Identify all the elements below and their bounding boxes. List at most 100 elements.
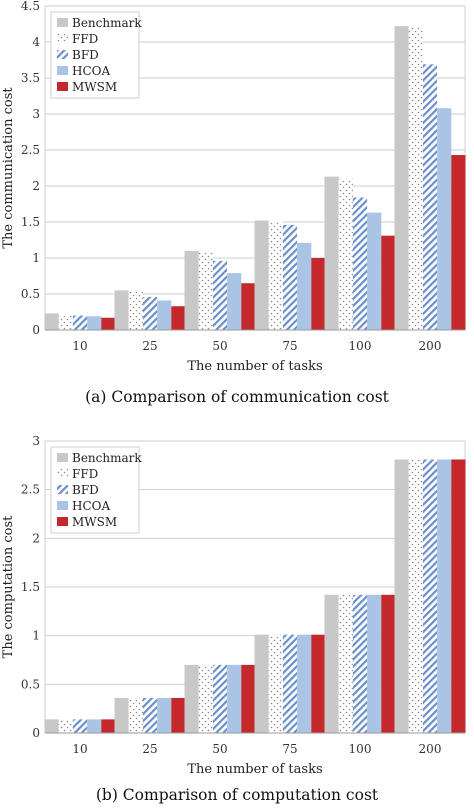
y-axis-label: The communication cost	[1, 87, 16, 249]
bar-mwsm-50	[241, 664, 256, 733]
y-tick-label: 1	[32, 629, 40, 643]
x-axis-label: The number of tasks	[187, 359, 322, 374]
figure-caption: (b) Comparison of computation cost	[96, 786, 379, 804]
legend-label-bfd: BFD	[72, 483, 99, 497]
bar-benchmark-75	[254, 634, 269, 733]
bar-hcoa-100	[367, 594, 382, 733]
y-tick-label: 2.5	[21, 483, 40, 497]
bar-ffd-50	[198, 252, 213, 330]
legend-label-mwsm: MWSM	[72, 80, 117, 94]
y-tick-label: 1	[32, 251, 40, 265]
y-tick-label: 3	[32, 434, 40, 448]
bar-mwsm-25	[171, 306, 186, 330]
bar-benchmark-200	[394, 26, 409, 330]
bar-ffd-75	[268, 221, 283, 330]
x-tick-label: 200	[419, 339, 442, 353]
bar-ffd-200	[408, 459, 423, 733]
bar-bfd-25	[142, 697, 158, 733]
y-tick-label: 4	[32, 35, 40, 49]
legend-swatch-mwsm	[57, 82, 68, 91]
bar-ffd-75	[268, 634, 283, 733]
bar-bfd-25	[142, 296, 158, 330]
legend-swatch-benchmark	[57, 453, 68, 462]
bar-ffd-200	[408, 26, 423, 330]
x-tick-label: 75	[282, 339, 297, 353]
x-tick-label: 10	[72, 339, 87, 353]
legend-swatch-ffd	[57, 469, 68, 478]
bar-bfd-50	[212, 664, 228, 733]
legend-swatch-ffd	[57, 34, 68, 43]
bar-benchmark-100	[324, 176, 339, 330]
bar-benchmark-10	[44, 719, 59, 733]
bar-mwsm-25	[171, 697, 186, 733]
y-tick-label: 1.5	[21, 580, 40, 594]
x-axis-label: The number of tasks	[187, 762, 322, 777]
bar-bfd-10	[72, 315, 88, 330]
legend-swatch-mwsm	[57, 517, 68, 526]
bar-hcoa-25	[157, 697, 172, 733]
bar-mwsm-100	[381, 235, 396, 330]
y-tick-label: 0.5	[21, 287, 40, 301]
x-tick-label: 75	[282, 742, 297, 756]
bar-ffd-100	[338, 178, 353, 330]
bar-mwsm-200	[451, 459, 466, 733]
bar-benchmark-75	[254, 220, 269, 330]
bar-benchmark-50	[184, 250, 199, 330]
x-tick-label: 50	[212, 742, 227, 756]
legend-label-bfd: BFD	[72, 48, 99, 62]
legend-swatch-benchmark	[57, 18, 68, 27]
y-tick-label: 2.5	[21, 143, 40, 157]
bar-bfd-100	[352, 197, 368, 330]
bar-benchmark-200	[394, 459, 409, 733]
bar-bfd-200	[422, 459, 438, 733]
bar-hcoa-25	[157, 300, 172, 330]
figure-caption: (a) Comparison of communication cost	[85, 388, 390, 406]
bar-mwsm-10	[101, 719, 116, 733]
bar-mwsm-100	[381, 594, 396, 733]
bar-hcoa-10	[87, 719, 102, 733]
bar-ffd-10	[58, 719, 73, 733]
bar-mwsm-75	[311, 258, 326, 330]
legend-label-benchmark: Benchmark	[72, 16, 142, 30]
x-tick-label: 200	[419, 742, 442, 756]
y-tick-label: 3.5	[21, 71, 40, 85]
bar-hcoa-100	[367, 212, 382, 330]
bar-benchmark-10	[44, 313, 59, 330]
legend-label-ffd: FFD	[72, 32, 98, 46]
legend-swatch-bfd	[57, 485, 68, 494]
y-tick-label: 3	[32, 107, 40, 121]
bar-ffd-25	[128, 697, 143, 733]
legend-label-mwsm: MWSM	[72, 515, 117, 529]
bar-hcoa-50	[227, 664, 242, 733]
bar-hcoa-10	[87, 316, 102, 330]
bar-bfd-50	[212, 260, 228, 330]
legend: Benchmark FFD BFD HCOA MWSM	[50, 446, 142, 534]
bar-bfd-10	[72, 719, 88, 733]
bar-benchmark-50	[184, 664, 199, 733]
bar-ffd-25	[128, 291, 143, 330]
bar-ffd-10	[58, 314, 73, 330]
x-tick-label: 25	[142, 742, 157, 756]
legend: Benchmark FFD BFD HCOA MWSM	[50, 11, 142, 99]
x-tick-label: 25	[142, 339, 157, 353]
bar-hcoa-75	[297, 242, 312, 330]
x-tick-label: 100	[349, 742, 372, 756]
y-tick-label: 0	[32, 726, 40, 740]
bar-mwsm-75	[311, 634, 326, 733]
computation-cost-chart: 0 0.5 1 1.5 2 2.5 3 10 25 50 75 100 200 The number of…	[1, 434, 466, 804]
x-tick-label: 50	[212, 339, 227, 353]
y-tick-label: 0	[32, 323, 40, 337]
bar-mwsm-10	[101, 317, 116, 330]
bar-bfd-100	[352, 594, 368, 733]
y-tick-label: 0.5	[21, 677, 40, 691]
bar-mwsm-50	[241, 283, 256, 330]
bar-hcoa-200	[437, 459, 452, 733]
x-tick-label: 100	[349, 339, 372, 353]
y-axis-label: The computation cost	[1, 515, 16, 658]
bar-mwsm-200	[451, 155, 466, 330]
bar-bfd-75	[282, 224, 298, 330]
legend-label-hcoa: HCOA	[72, 64, 110, 78]
legend-swatch-hcoa	[57, 66, 68, 75]
bar-bfd-200	[422, 64, 438, 330]
